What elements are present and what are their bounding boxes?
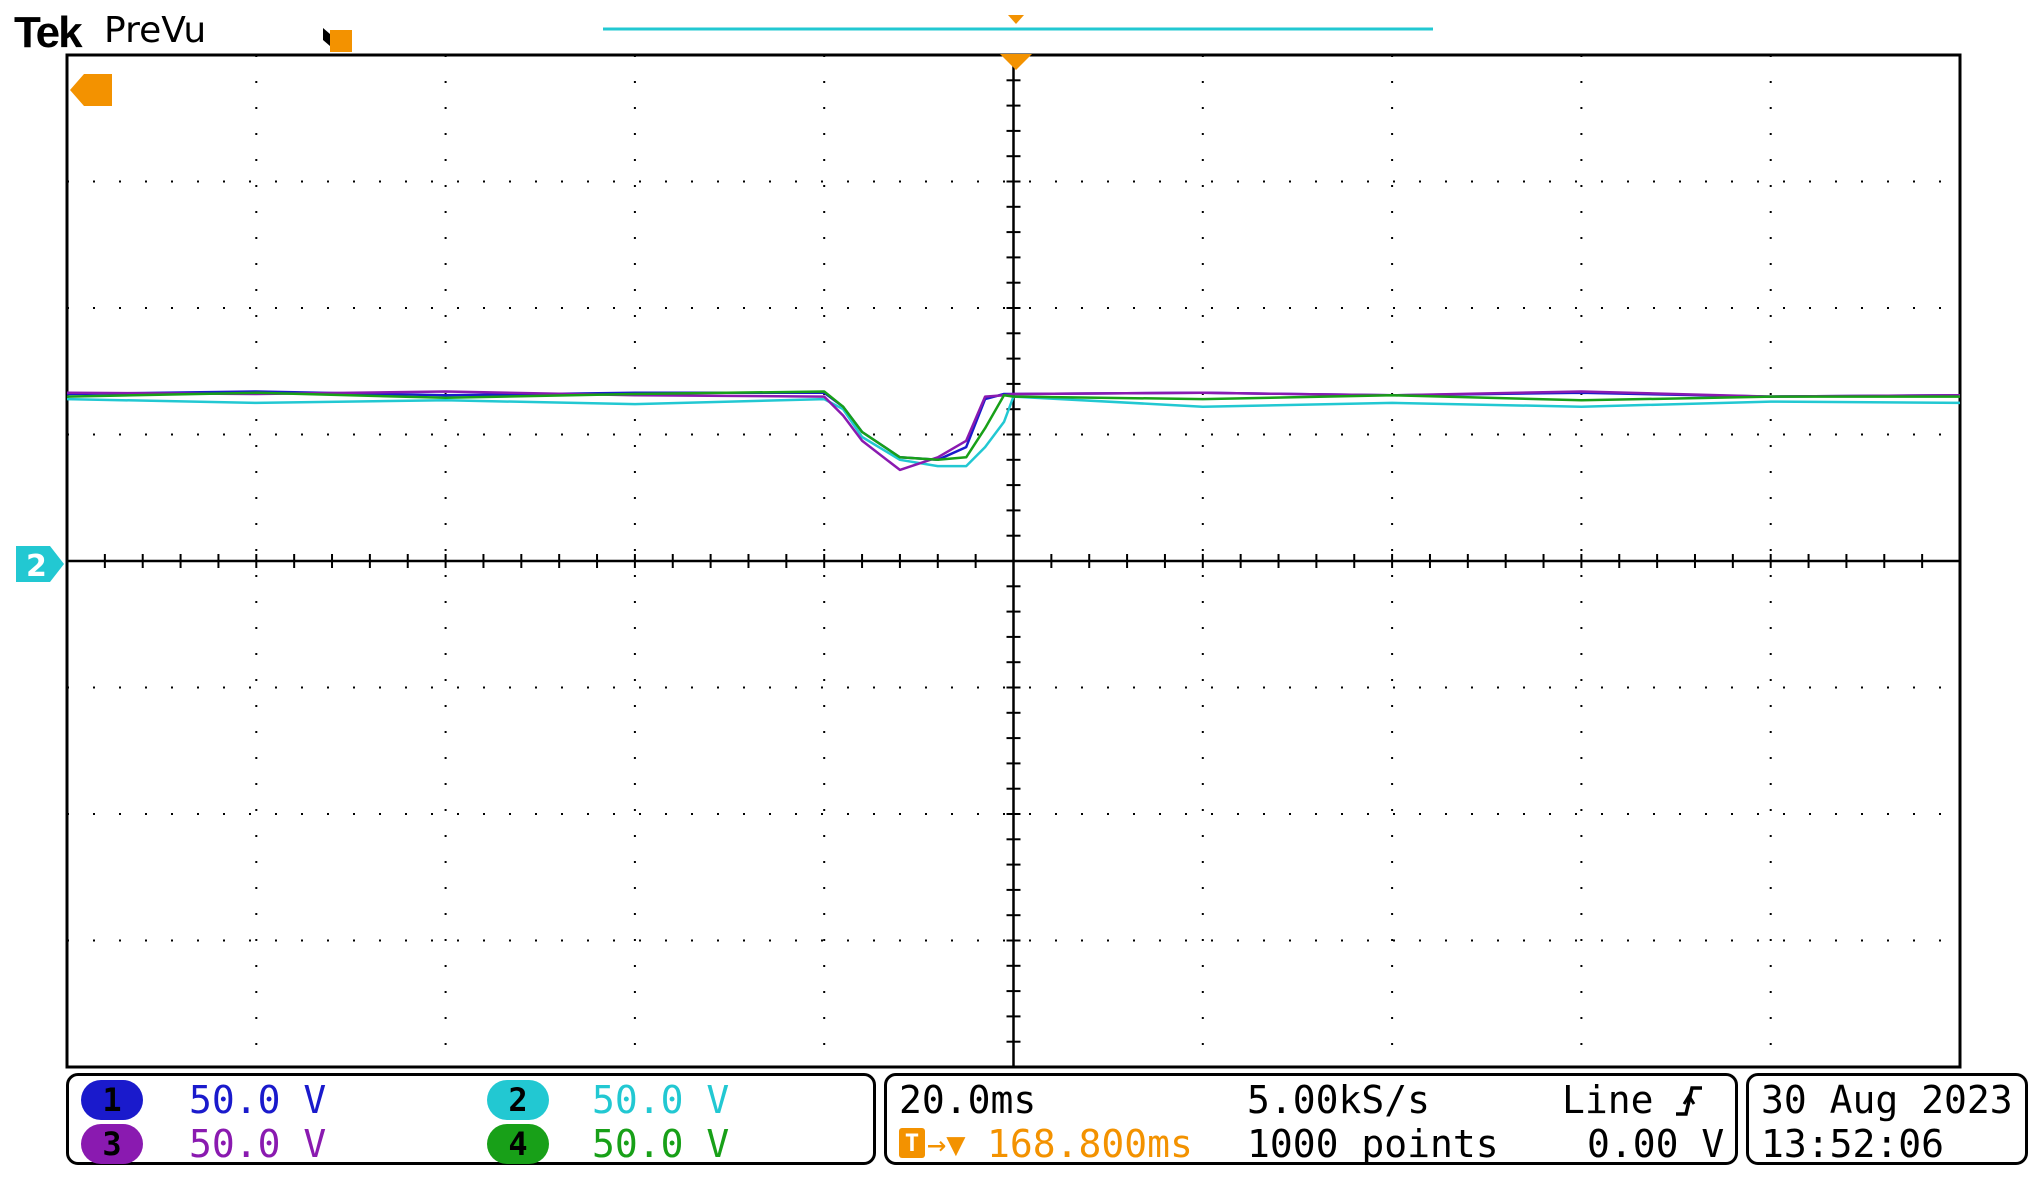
channel-3-id: 3 bbox=[102, 1125, 122, 1163]
trigger-arrow: →▼ bbox=[927, 1125, 966, 1163]
channel-1-badge[interactable]: 1 bbox=[81, 1080, 143, 1120]
channel-3-scale: 50.0 V bbox=[189, 1122, 327, 1166]
channel-scale-panel: 1 50.0 V 2 50.0 V 3 50.0 V 4 50.0 V bbox=[66, 1073, 876, 1165]
record-length: 1000 points bbox=[1247, 1122, 1499, 1166]
channel-2-id: 2 bbox=[508, 1081, 528, 1119]
date-label: 30 Aug 2023 bbox=[1761, 1078, 2013, 1122]
channel-4-badge[interactable]: 4 bbox=[487, 1124, 549, 1164]
channel-3-badge[interactable]: 3 bbox=[81, 1124, 143, 1164]
acquisition-mode: PreVu bbox=[104, 10, 207, 51]
channel-1-id: 1 bbox=[102, 1081, 122, 1119]
time-per-division: 20.0ms bbox=[899, 1078, 1037, 1122]
channel-4-scale: 50.0 V bbox=[592, 1122, 730, 1166]
channel-4-trace bbox=[66, 390, 1960, 462]
trigger-source: Line bbox=[1562, 1078, 1654, 1122]
channel-1-scale: 50.0 V bbox=[189, 1078, 327, 1122]
trigger-position-glyph: T bbox=[904, 1129, 920, 1157]
header-trigger-box bbox=[330, 30, 352, 52]
sample-rate: 5.00kS/s bbox=[1247, 1078, 1431, 1122]
brand-logo: Tek bbox=[14, 8, 83, 57]
channel-2-ground-label: 2 bbox=[26, 549, 47, 584]
trigger-delay: 168.800ms bbox=[987, 1122, 1193, 1166]
time-label: 13:52:06 bbox=[1761, 1122, 1945, 1166]
trigger-level-marker bbox=[70, 74, 112, 106]
trigger-position-icon: T bbox=[899, 1128, 925, 1158]
record-trigger-marker bbox=[1008, 15, 1024, 24]
channel-4-id: 4 bbox=[508, 1125, 528, 1163]
waveform-traces bbox=[66, 390, 1961, 472]
timebase-panel: 20.0ms 5.00kS/s Line T →▼ 168.800ms 1000… bbox=[884, 1073, 1738, 1165]
rising-edge-icon bbox=[1676, 1086, 1702, 1116]
channel-2-ground-marker bbox=[16, 546, 64, 582]
trigger-position-marker bbox=[1000, 54, 1032, 70]
channel-2-scale: 50.0 V bbox=[592, 1078, 730, 1122]
datetime-panel: 30 Aug 2023 13:52:06 bbox=[1746, 1073, 2028, 1165]
trigger-level: 0.00 V bbox=[1587, 1122, 1725, 1166]
graticule bbox=[65, 53, 1962, 1069]
channel-2-badge[interactable]: 2 bbox=[487, 1080, 549, 1120]
markers: 2 bbox=[16, 15, 1433, 584]
channel-2-trace bbox=[66, 395, 1961, 468]
